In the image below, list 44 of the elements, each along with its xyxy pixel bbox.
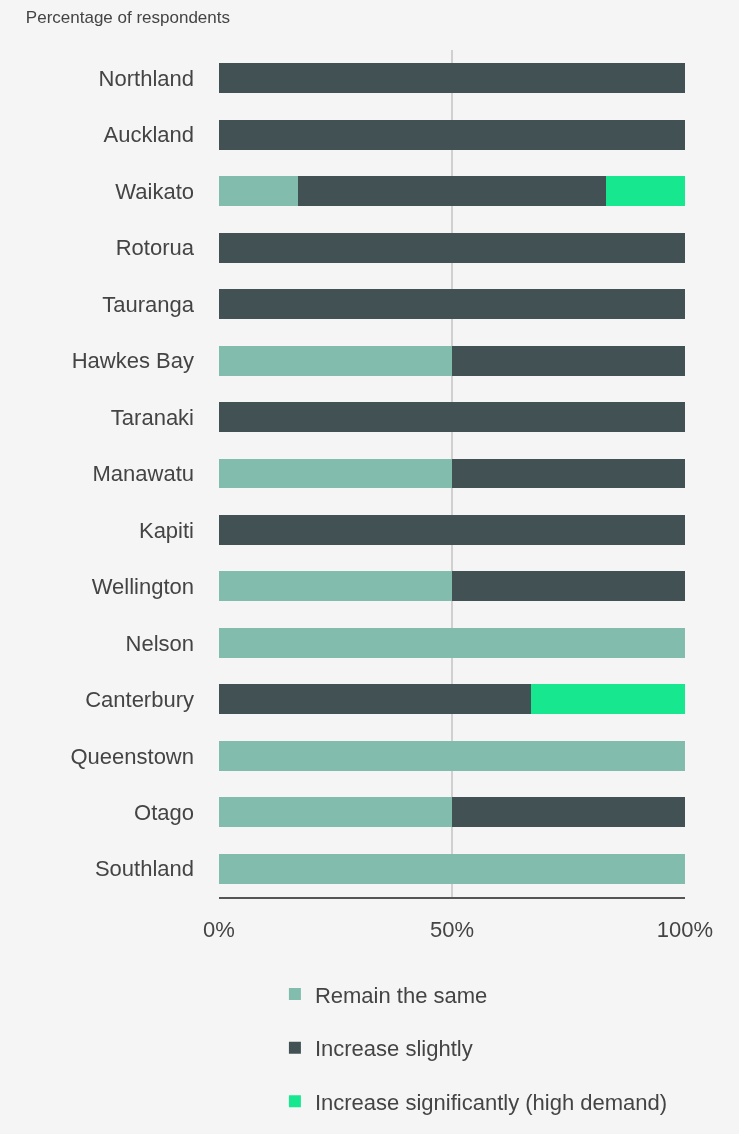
bar (452, 458, 685, 489)
bar (605, 176, 685, 207)
legend-label: Remain the same (314, 982, 488, 1008)
y-tick-label: Nelson (125, 630, 194, 656)
y-tick-label: Waikato (115, 178, 194, 204)
y-tick-label: Otago (134, 800, 194, 825)
bar (219, 571, 452, 602)
legend-label: Increase significantly (high demand) (314, 1089, 668, 1115)
bar (219, 627, 685, 658)
y-tick-label: Northland (98, 65, 194, 91)
y-tick-label: Kapiti (138, 517, 194, 543)
y-tick-label: Auckland (103, 122, 194, 148)
bar (531, 684, 685, 715)
bar (298, 176, 606, 207)
bar (452, 797, 685, 828)
y-tick-label: Taranaki (110, 404, 194, 430)
x-tick-label: 0% (203, 917, 235, 943)
bar (219, 345, 452, 376)
bar (219, 119, 685, 150)
y-tick-label: Wellington (91, 574, 194, 600)
y-tick-label: Southland (94, 856, 194, 882)
bar (452, 345, 685, 376)
bar (219, 402, 685, 432)
chart-title: Percentage of respondents (25, 8, 231, 28)
bar (219, 740, 685, 771)
y-tick-label: Canterbury (85, 687, 194, 713)
bar (452, 571, 685, 602)
bar (219, 63, 685, 94)
legend-label: Increase slightly (314, 1036, 473, 1062)
bar (219, 797, 452, 828)
y-tick-label: Queenstown (70, 743, 194, 769)
y-tick-label: Hawkes Bay (71, 348, 194, 374)
y-tick-label: Manawatu (92, 461, 194, 487)
bar (219, 458, 452, 489)
x-tick-label: 50% (429, 917, 475, 943)
x-tick-label: 100% (656, 917, 714, 943)
bar (219, 232, 685, 263)
y-tick-label: Rotorua (115, 235, 195, 261)
bar (219, 176, 299, 207)
y-tick-label: Tauranga (102, 291, 195, 317)
bar (219, 289, 685, 320)
bar (219, 515, 685, 545)
bar (219, 853, 685, 884)
bar (219, 684, 532, 715)
